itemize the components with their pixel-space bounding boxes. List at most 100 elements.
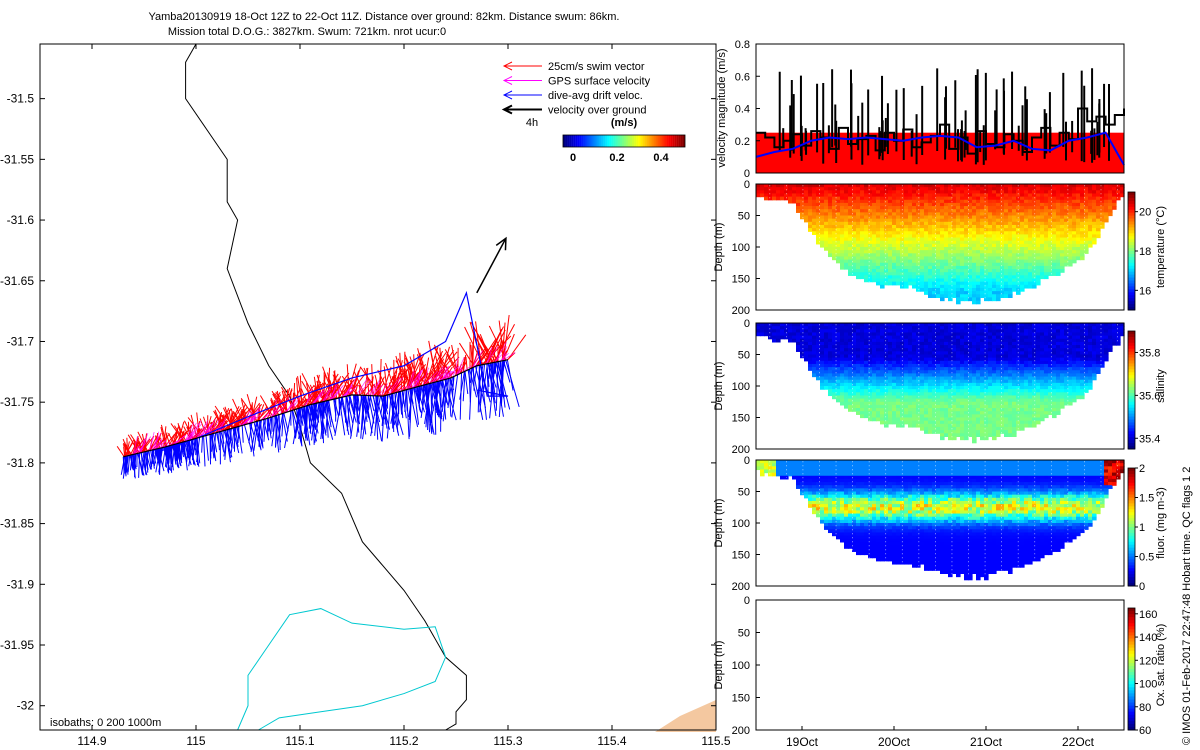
section-cell (824, 240, 829, 245)
section-cell (804, 202, 809, 207)
section-cell (820, 218, 825, 223)
section-cell (872, 278, 877, 283)
drift-vector (362, 395, 370, 440)
colorbar-cell (573, 135, 576, 147)
section-cell (840, 199, 845, 204)
section-cell (812, 224, 817, 229)
isobaths-label: isobaths: 0 200 1000m (50, 717, 161, 729)
section-cell (864, 184, 869, 188)
section-cell (804, 199, 809, 204)
section-cell (824, 199, 829, 204)
section-cell (764, 196, 769, 201)
section-cell (800, 196, 805, 201)
section-cell (820, 237, 825, 242)
section-colorbar-cell (1128, 262, 1135, 267)
section-cell (804, 196, 809, 201)
gps-vector (240, 414, 255, 427)
swim-vector (165, 433, 171, 446)
section-cell (816, 228, 821, 232)
section-cell (1036, 281, 1041, 286)
colorbar-cell (565, 135, 568, 147)
section-cell (840, 243, 845, 248)
drift-vector (372, 395, 381, 423)
drift-vector (328, 400, 333, 423)
section-cell (832, 247, 837, 251)
map-xtick-label: 115.3 (493, 734, 522, 748)
swim-vector (459, 361, 468, 375)
section-cell (1020, 287, 1025, 292)
gps-vector (423, 370, 438, 386)
section-cell (852, 224, 857, 229)
vector-layer (116, 236, 527, 479)
section-cell (868, 202, 873, 207)
section-cell (836, 212, 841, 217)
gps-vector (431, 365, 444, 384)
section-cell (860, 199, 865, 204)
drift-vector (386, 393, 392, 439)
gps-vector (422, 367, 429, 386)
section-cell (864, 278, 869, 283)
section-cell (824, 243, 829, 248)
section-cell (844, 240, 849, 245)
colorbar-cell (589, 135, 592, 147)
section-cell (756, 193, 761, 198)
section-cell (820, 234, 825, 239)
section-cell (860, 184, 865, 188)
section-cell (816, 187, 821, 191)
section-colorbar-cell (1128, 259, 1135, 264)
colorbar-cell (577, 135, 580, 147)
section-cell (840, 187, 845, 191)
section-cell (800, 202, 805, 207)
drift-vector (275, 415, 277, 448)
section-cell (824, 234, 829, 239)
colorbar-cell (625, 135, 629, 147)
section-cell (800, 190, 805, 195)
section-cell (896, 281, 901, 286)
drift-vector (223, 429, 229, 457)
section-cell (840, 231, 845, 235)
section-cell (880, 420, 885, 425)
colorbar-cell (648, 135, 651, 147)
section-cell (976, 300, 981, 305)
section-cell (836, 209, 841, 213)
section-cell (812, 373, 817, 378)
section-cell (860, 272, 865, 276)
swim-vector (255, 404, 274, 422)
section-cell (824, 206, 829, 210)
section-colorbar-cell (1128, 245, 1135, 249)
section-cell (864, 262, 869, 267)
section-cell (832, 187, 837, 191)
colorbar-cell (642, 135, 645, 147)
legend-arrowhead (501, 104, 513, 115)
section-cell (868, 206, 873, 210)
drift-vector (322, 401, 325, 419)
gps-vector (152, 433, 162, 451)
section-cell (768, 335, 773, 340)
map-ytick-label: -31.75 (0, 395, 34, 409)
section-cell (860, 256, 865, 261)
drift-vector (303, 405, 308, 435)
section-cell (764, 190, 769, 195)
gps-vector (442, 370, 451, 381)
gps-vector (343, 376, 357, 397)
coastline-layer (185, 43, 467, 731)
section-cell (832, 196, 837, 201)
drift-vector (298, 406, 305, 440)
gps-vector (305, 388, 313, 407)
section-cell (788, 184, 793, 188)
section-cell (848, 265, 853, 270)
section-cell (864, 196, 869, 201)
map-ytick-label: -32 (17, 699, 35, 713)
colorbar-cell (583, 135, 586, 147)
section-colorbar-cell (1128, 251, 1135, 255)
section-cell (828, 237, 833, 242)
colorbar-cell (676, 135, 679, 147)
section-cell (864, 193, 869, 198)
section-cell (860, 247, 865, 251)
section-cell (836, 224, 841, 229)
glider-path (154, 290, 509, 454)
section-cell (924, 430, 929, 434)
section-cell (792, 338, 797, 343)
section-cell (796, 190, 801, 195)
section-cell (828, 234, 833, 239)
